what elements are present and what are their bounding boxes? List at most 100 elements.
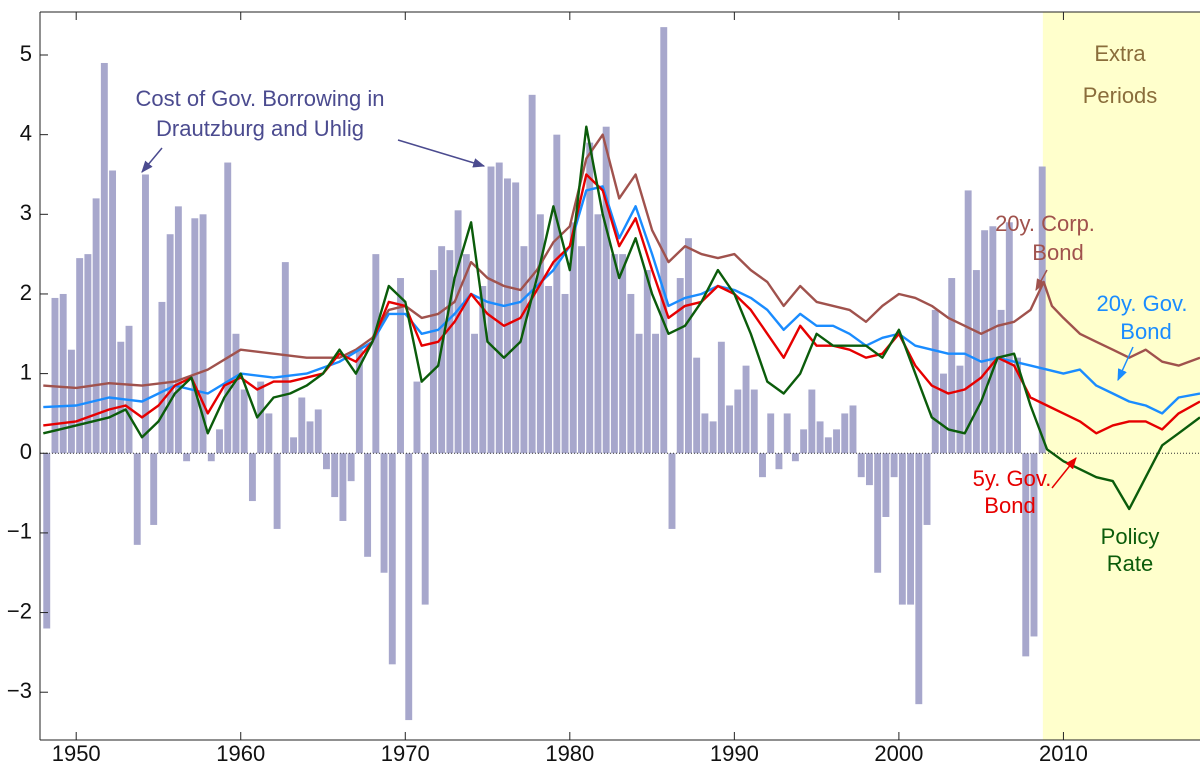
bar — [125, 325, 133, 454]
bar — [76, 258, 84, 454]
bar — [248, 453, 256, 502]
bar — [298, 397, 306, 454]
bar — [314, 409, 322, 454]
arrow — [1051, 457, 1077, 489]
bar — [890, 453, 898, 478]
bar — [783, 413, 791, 454]
bar — [660, 27, 668, 454]
bar — [43, 453, 51, 629]
bar — [495, 162, 503, 454]
bar — [355, 349, 363, 454]
bar — [717, 341, 725, 454]
bar — [109, 170, 117, 454]
bar — [627, 293, 635, 454]
bar — [405, 453, 413, 721]
bar — [594, 214, 602, 454]
y-tick-label: 1 — [20, 359, 32, 384]
shade-label: Periods — [1083, 83, 1158, 108]
bar — [865, 453, 873, 486]
bar — [397, 278, 404, 454]
y-tick-label: 2 — [20, 280, 32, 305]
bar — [841, 413, 849, 454]
bar — [323, 453, 330, 470]
bar — [709, 421, 717, 454]
bar — [1014, 357, 1021, 454]
bar — [750, 389, 758, 454]
series-label: Bond — [984, 493, 1035, 518]
arrow — [1035, 269, 1048, 292]
bar — [117, 341, 125, 454]
x-tick-label: 1990 — [710, 741, 759, 765]
bar — [142, 174, 149, 454]
bar — [602, 126, 610, 454]
bar — [199, 214, 207, 454]
arrow — [141, 147, 163, 173]
series-label: Drautzburg and Uhlig — [156, 116, 364, 141]
bar — [372, 254, 380, 454]
bar — [726, 405, 734, 454]
bar — [561, 293, 569, 454]
bar — [462, 254, 470, 454]
bar — [1038, 166, 1046, 454]
bar — [989, 226, 997, 454]
bar — [578, 246, 585, 454]
series-label: Bond — [1120, 319, 1171, 344]
bar — [380, 453, 388, 573]
bar — [610, 254, 618, 454]
bar — [635, 333, 643, 454]
arrow — [1117, 346, 1134, 382]
series-label: Bond — [1032, 240, 1083, 265]
bar — [553, 134, 561, 454]
bar — [471, 333, 479, 454]
bar — [791, 453, 799, 462]
bar — [964, 190, 972, 454]
bar — [857, 453, 865, 478]
bar — [775, 453, 783, 470]
bar — [388, 453, 396, 665]
y-tick-label: 5 — [20, 41, 32, 66]
line — [43, 173, 1200, 435]
bar — [833, 429, 840, 454]
bar — [948, 278, 956, 454]
annotations: Cost of Gov. Borrowing in Drautzburg and … — [135, 41, 1187, 576]
y-tick-label: 0 — [20, 439, 32, 464]
bar — [742, 365, 750, 454]
bar — [67, 349, 75, 454]
bar — [487, 166, 495, 454]
series-label: Cost of Gov. Borrowing in — [135, 86, 384, 111]
bar — [1030, 453, 1038, 637]
bar — [734, 389, 742, 454]
series-label: 5y. Gov. — [973, 466, 1052, 491]
bar — [454, 210, 462, 454]
extra-period-shade — [1042, 12, 1200, 740]
bar — [643, 270, 651, 454]
bar — [84, 254, 92, 454]
bar — [684, 238, 692, 454]
bar — [224, 162, 232, 454]
bar — [1022, 453, 1030, 657]
y-tick-label: 3 — [20, 200, 32, 225]
x-tick-label: 1950 — [52, 741, 101, 765]
series-label: Policy — [1101, 524, 1160, 549]
bar — [158, 301, 166, 454]
bar — [51, 297, 59, 454]
series-label: 20y. Gov. — [1097, 291, 1188, 316]
bar — [586, 142, 594, 454]
bar — [133, 453, 141, 545]
bar — [257, 381, 265, 454]
bar — [347, 453, 355, 482]
bar — [216, 429, 223, 454]
x-tick-label: 2000 — [874, 741, 923, 765]
bar — [520, 246, 528, 454]
bar — [931, 309, 939, 454]
annotation-arrows — [141, 139, 1134, 489]
bar — [808, 389, 816, 454]
bar — [536, 214, 544, 454]
bar — [100, 62, 108, 454]
bar — [446, 250, 454, 454]
bar — [759, 453, 766, 478]
bar — [92, 198, 100, 454]
bar — [240, 389, 248, 454]
bar — [232, 333, 240, 454]
